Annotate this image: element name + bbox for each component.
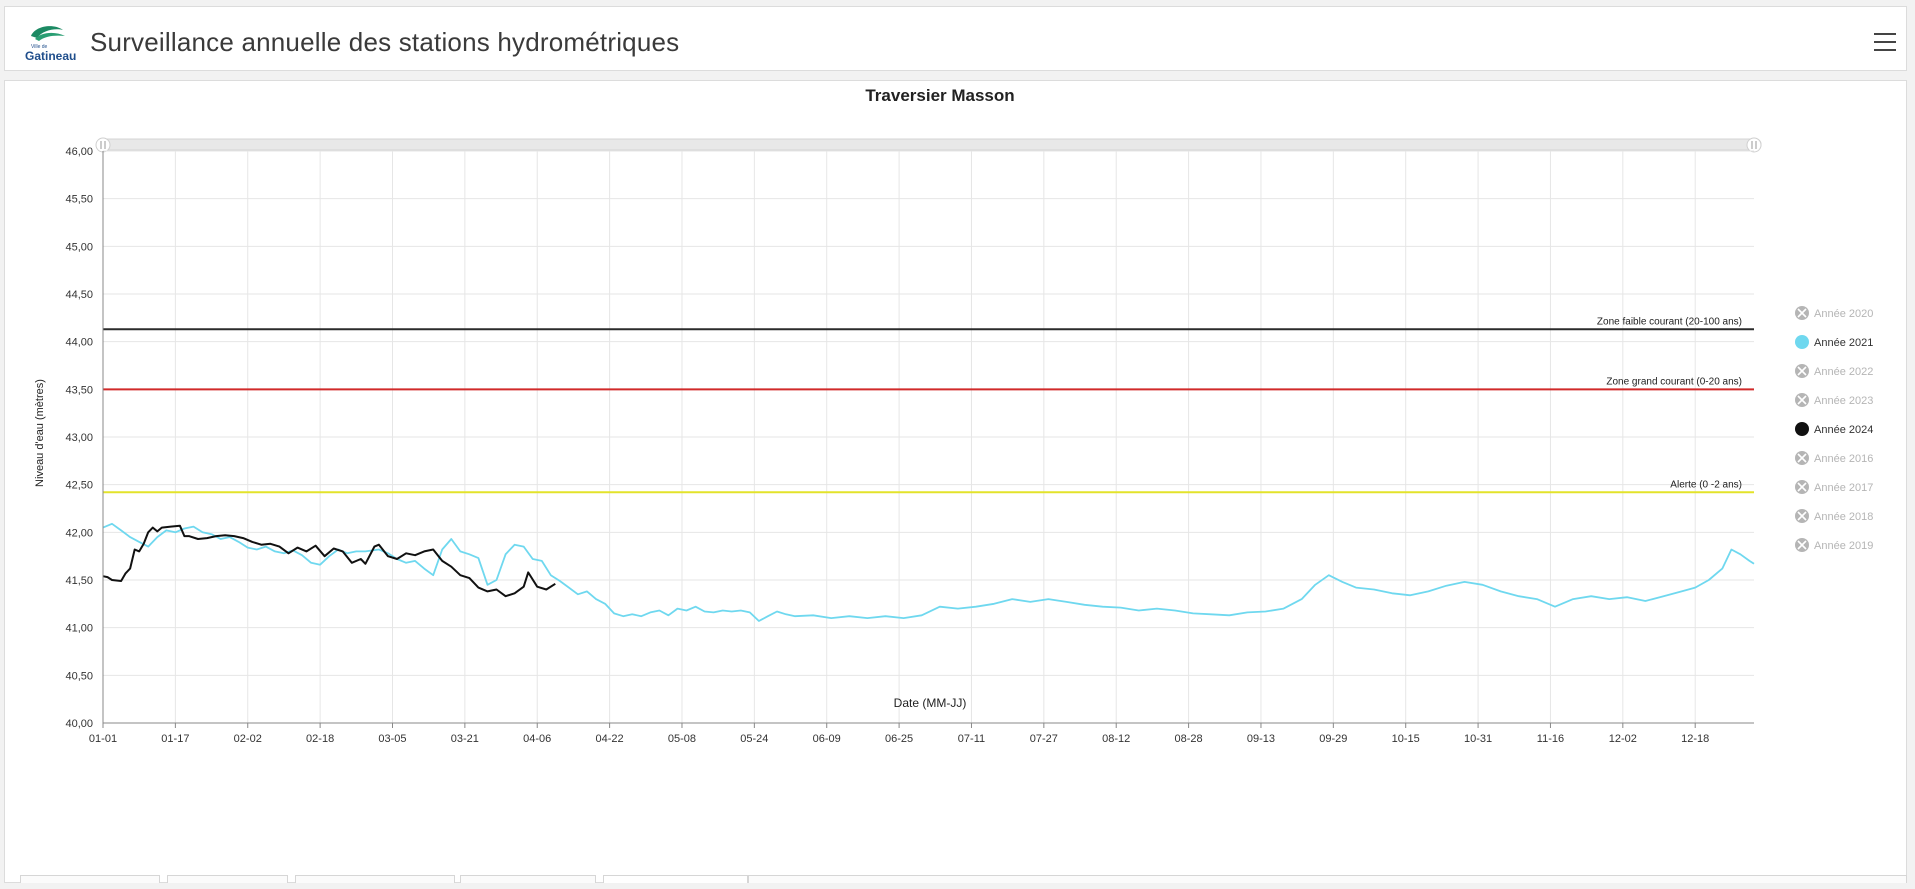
legend-marker	[1795, 335, 1809, 349]
bottom-tab[interactable]	[460, 875, 596, 883]
app-header: Ville de Gatineau Surveillance annuelle …	[4, 6, 1907, 71]
x-tick-label: 07-27	[1030, 733, 1058, 745]
range-slider-right-handle[interactable]	[1746, 137, 1762, 153]
x-tick-label: 06-09	[813, 733, 841, 745]
bottom-tab[interactable]	[748, 875, 1907, 883]
x-tick-label: 06-25	[885, 733, 913, 745]
x-tick-label: 03-21	[451, 733, 479, 745]
y-axis-label: Niveau d'eau (mètres)	[34, 379, 46, 487]
x-tick-label: 09-13	[1247, 733, 1275, 745]
bottom-tab[interactable]	[167, 875, 288, 883]
x-tick-label: 04-22	[596, 733, 624, 745]
x-axis-label: Date (MM-JJ)	[894, 696, 967, 710]
legend-item[interactable]: Année 2023	[1795, 393, 1873, 407]
x-tick-label: 12-02	[1609, 733, 1637, 745]
hamburger-menu-icon[interactable]	[1874, 33, 1896, 53]
y-axis-ticks: 40,00 40,50 41,00 41,50 42,00 42,50 43,00 43,50…	[65, 146, 93, 730]
legend-item[interactable]: Année 2019	[1795, 538, 1873, 552]
y-tick-label: 43,50	[65, 384, 93, 396]
range-slider-left-handle[interactable]	[95, 137, 111, 153]
y-tick-label: 41,00	[65, 623, 93, 635]
grid-lines	[102, 150, 1754, 724]
legend-label: Année 2016	[1814, 453, 1873, 465]
y-tick-label: 42,00	[65, 527, 93, 539]
y-tick-label: 46,00	[65, 146, 93, 158]
x-tick-label: 01-17	[161, 733, 189, 745]
legend-label: Année 2021	[1814, 337, 1873, 349]
x-tick-label: 08-12	[1102, 733, 1130, 745]
series-lines	[102, 522, 1755, 622]
threshold-label: Zone grand courant (0-20 ans)	[1606, 376, 1742, 387]
page-title: Surveillance annuelle des stations hydro…	[90, 27, 680, 57]
legend-label: Année 2023	[1814, 395, 1873, 407]
x-tick-label: 12-18	[1681, 733, 1709, 745]
legend-item[interactable]: Année 2021	[1795, 335, 1873, 349]
y-tick-label: 45,50	[65, 194, 93, 206]
x-tick-label: 11-16	[1537, 733, 1564, 745]
range-slider-track[interactable]	[100, 138, 1762, 151]
x-tick-label: 10-31	[1464, 733, 1492, 745]
legend-item[interactable]: Année 2020	[1795, 306, 1873, 320]
bottom-tab[interactable]	[295, 875, 455, 883]
x-tick-label: 07-11	[958, 733, 985, 745]
x-tick-label: 04-06	[523, 733, 551, 745]
x-tick-label: 03-05	[378, 733, 406, 745]
threshold-lines: Zone faible courant (20-100 ans) Zone gra…	[103, 316, 1754, 494]
legend-item[interactable]: Année 2016	[1795, 451, 1873, 465]
y-tick-label: 40,00	[65, 718, 93, 730]
chart-legend: Année 2020 Année 2021 Année 2022 Année 2023…	[1795, 306, 1873, 552]
y-tick-label: 44,00	[65, 337, 93, 349]
water-level-chart: Traversier Masson 40,00 40,50 41,00 41,50 42…	[34, 86, 1873, 745]
chart-panel: Traversier Masson 40,00 40,50 41,00 41,50 42…	[4, 80, 1907, 883]
logo-small-text: Ville de	[31, 44, 48, 50]
bottom-tab-strip	[0, 875, 1915, 883]
logo-text: Gatineau	[25, 49, 76, 63]
y-tick-label: 40,50	[65, 670, 93, 682]
x-tick-label: 09-29	[1319, 733, 1347, 745]
legend-label: Année 2022	[1814, 366, 1873, 378]
legend-marker	[1795, 422, 1809, 436]
x-tick-label: 08-28	[1175, 733, 1203, 745]
legend-item[interactable]: Année 2022	[1795, 364, 1873, 378]
y-tick-label: 41,50	[65, 575, 93, 587]
bottom-tab[interactable]	[20, 875, 160, 883]
y-tick-label: 42,50	[65, 480, 93, 492]
series-line	[102, 522, 1755, 622]
legend-item[interactable]: Année 2017	[1795, 480, 1873, 494]
x-tick-label: 05-08	[668, 733, 696, 745]
x-tick-label: 05-24	[740, 733, 768, 745]
gatineau-logo[interactable]: Ville de Gatineau	[23, 24, 77, 64]
legend-label: Année 2019	[1814, 540, 1873, 552]
y-tick-label: 45,00	[65, 241, 93, 253]
y-tick-label: 43,00	[65, 432, 93, 444]
x-tick-label: 02-18	[306, 733, 334, 745]
chart-title: Traversier Masson	[865, 86, 1014, 105]
legend-item[interactable]: Année 2018	[1795, 509, 1873, 523]
x-tick-label: 02-02	[234, 733, 262, 745]
legend-item[interactable]: Année 2024	[1795, 422, 1873, 436]
legend-label: Année 2024	[1814, 424, 1873, 436]
x-tick-label: 01-01	[89, 733, 117, 745]
bottom-tab-active[interactable]	[603, 875, 748, 883]
y-tick-label: 44,50	[65, 289, 93, 301]
x-tick-label: 10-15	[1392, 733, 1420, 745]
legend-label: Année 2018	[1814, 511, 1873, 523]
x-axis-ticks: 01-01 01-17 02-02 02-18 03-05 03-21 04-06 04-22…	[89, 723, 1709, 745]
threshold-label: Alerte (0 -2 ans)	[1670, 479, 1742, 490]
legend-label: Année 2020	[1814, 308, 1873, 320]
legend-label: Année 2017	[1814, 482, 1873, 494]
threshold-label: Zone faible courant (20-100 ans)	[1597, 316, 1742, 327]
series-line	[102, 524, 556, 598]
